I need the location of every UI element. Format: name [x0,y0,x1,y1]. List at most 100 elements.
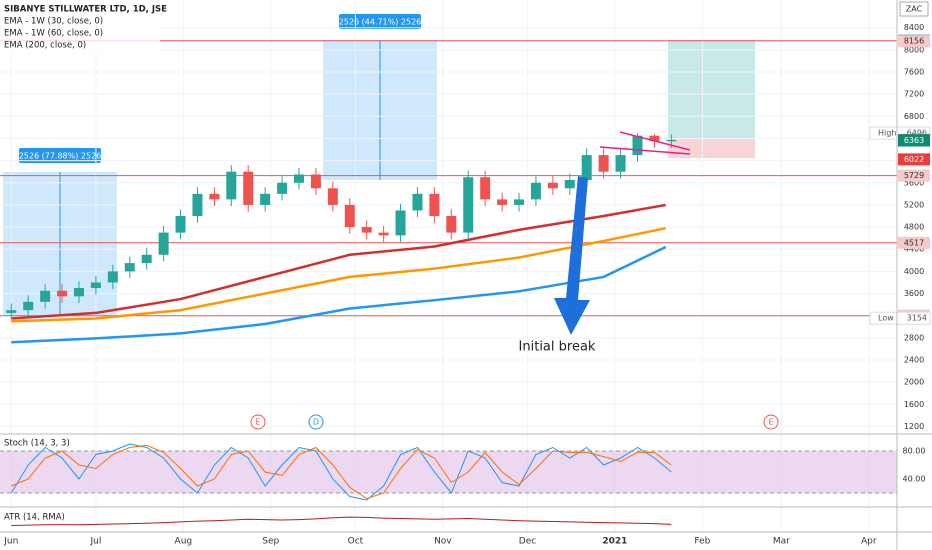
candle-body [310,174,321,189]
y-tick-label: 2800 [904,333,924,342]
candle-body [615,155,626,172]
candle-body [107,271,118,283]
price-badge [869,311,931,325]
candle-body [564,180,575,189]
x-tick-label: 2021 [602,537,627,547]
y-tick-label: 2400 [904,356,924,365]
event-label: E [768,418,773,427]
candle-body [429,193,440,216]
x-tick-label: Sep [262,537,279,547]
candle-body [632,135,643,156]
candle-body [463,177,474,233]
measure-label: 2526 (44.71%) 2526 [339,18,422,27]
measure-label-bg [339,14,421,29]
candle-body [158,232,169,255]
x-tick-label: Nov [434,537,452,547]
x-tick-label: Aug [175,537,193,547]
candle-body [412,193,423,211]
candle-body [480,177,491,200]
annotation: Initial break [519,340,596,355]
x-tick-label: Jul [89,537,101,547]
y-tick-label: 7600 [904,68,924,77]
legend-entry: EMA (200, close, 0) [4,41,86,51]
y-tick-label: 7200 [904,90,924,99]
candle-body [192,193,203,216]
badge-prefix: Low [878,314,894,323]
x-tick-label: Feb [694,537,710,547]
event-label: E [255,418,260,427]
y-tick-label: 40.00 [903,475,926,484]
price-badge [898,169,930,182]
badge-value: 6363 [904,136,924,145]
badge-value: 5729 [904,171,924,180]
pane-title: ATR (14, RMA) [4,513,65,523]
chart-title: SIBANYE STILLWATER LTD, 1D, JSE [4,5,167,15]
x-tick-label: Mar [773,537,790,547]
y-tick-label: 5200 [904,200,924,209]
legend-bg [0,0,160,52]
price-badge [898,35,930,48]
events: E D E [250,414,779,430]
badge-value: 4517 [904,238,924,247]
candle-body [40,290,51,302]
candle-body [327,188,338,205]
candle-body [124,263,135,272]
event-marker[interactable] [308,414,324,430]
y-tick-label: 6800 [904,112,924,121]
atr-line [11,516,672,526]
x-tick-label: Apr [861,537,877,547]
wedge-line [619,131,691,151]
y-tick-label: 1200 [904,422,924,431]
candle-body [378,232,389,236]
event-label: D [313,418,319,427]
y-tick-label: 5600 [904,178,924,187]
y-tick-label: 80.00 [903,447,926,456]
price-badge [898,134,930,147]
y-tick-label: 1600 [904,400,924,409]
candle-body [141,254,152,264]
candle-body [57,290,68,297]
candle-body [209,193,220,200]
candle-body [344,204,355,228]
y-tick-label: 4800 [904,223,924,232]
candle-body [175,216,186,233]
candle-body [6,310,17,313]
candle-body [497,199,508,205]
candle-body [226,171,237,200]
badge-value: 6022 [904,155,924,164]
candle-body [598,155,609,172]
currency: ZAC [906,5,923,14]
candle-body [277,182,288,194]
stoch-band [0,451,897,493]
legend-entry: EMA - 1W (30, close, 0) [4,17,103,27]
y-tick-label: 8000 [904,45,924,54]
candle-body [446,216,457,233]
candle-body [547,182,558,189]
candle-body [294,174,304,183]
y-tick-label: 8400 [904,23,924,32]
candle-body [361,227,372,233]
candle-body [514,199,525,205]
candle-body [395,210,406,236]
currency-box [899,1,929,17]
x-tick-label: Jun [3,537,18,547]
candle-body [73,288,84,297]
badge-value: 6496 [907,129,927,138]
event-marker[interactable] [250,414,266,430]
candle-body [243,171,254,205]
badge-value: 8156 [904,37,924,46]
y-tick-label: 4000 [904,267,924,276]
legend-entry: EMA - 1W (60, close, 0) [4,29,103,39]
event-marker[interactable] [763,414,779,430]
x-tick-label: Dec [519,537,536,547]
price-badge [898,153,930,166]
candle-body [23,301,34,311]
badge-value: 3154 [907,314,927,323]
pane-title: Stoch (14, 3, 3) [4,439,70,449]
stoch-line [10,443,672,501]
candle-body [581,155,592,180]
candle-body [666,139,677,142]
wedge-line [599,146,691,155]
stoch-line [11,444,672,500]
arrow [554,176,590,335]
